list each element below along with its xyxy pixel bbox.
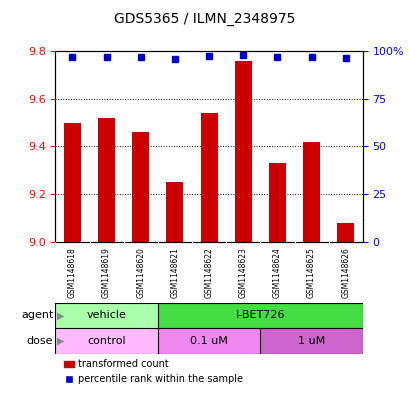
Bar bbox=[132, 132, 149, 242]
Bar bbox=[157, 328, 260, 354]
Text: GDS5365 / ILMN_2348975: GDS5365 / ILMN_2348975 bbox=[114, 11, 295, 26]
Text: ▶: ▶ bbox=[57, 336, 65, 346]
Text: GSM1148626: GSM1148626 bbox=[340, 247, 349, 298]
Bar bbox=[55, 303, 157, 328]
Bar bbox=[336, 222, 353, 242]
Bar bbox=[157, 303, 362, 328]
Legend: transformed count, percentile rank within the sample: transformed count, percentile rank withi… bbox=[60, 356, 246, 388]
Text: agent: agent bbox=[21, 310, 53, 320]
Bar bbox=[166, 182, 183, 242]
Text: control: control bbox=[87, 336, 126, 346]
Text: dose: dose bbox=[27, 336, 53, 346]
Text: 1 uM: 1 uM bbox=[297, 336, 324, 346]
Text: 0.1 uM: 0.1 uM bbox=[190, 336, 227, 346]
Text: GSM1148621: GSM1148621 bbox=[170, 247, 179, 298]
Bar bbox=[260, 328, 362, 354]
Text: GSM1148622: GSM1148622 bbox=[204, 247, 213, 298]
Bar bbox=[302, 141, 319, 242]
Bar bbox=[98, 118, 115, 242]
Bar bbox=[268, 163, 285, 242]
Text: GSM1148625: GSM1148625 bbox=[306, 247, 315, 298]
Text: GSM1148620: GSM1148620 bbox=[136, 247, 145, 298]
Bar bbox=[234, 61, 251, 242]
Text: GSM1148618: GSM1148618 bbox=[68, 247, 77, 298]
Text: I-BET726: I-BET726 bbox=[235, 310, 284, 320]
Bar bbox=[64, 123, 81, 242]
Text: vehicle: vehicle bbox=[86, 310, 126, 320]
Text: GSM1148619: GSM1148619 bbox=[102, 247, 111, 298]
Text: GSM1148624: GSM1148624 bbox=[272, 247, 281, 298]
Text: GSM1148623: GSM1148623 bbox=[238, 247, 247, 298]
Bar bbox=[200, 113, 217, 242]
Bar bbox=[55, 328, 157, 354]
Text: ▶: ▶ bbox=[57, 310, 65, 320]
